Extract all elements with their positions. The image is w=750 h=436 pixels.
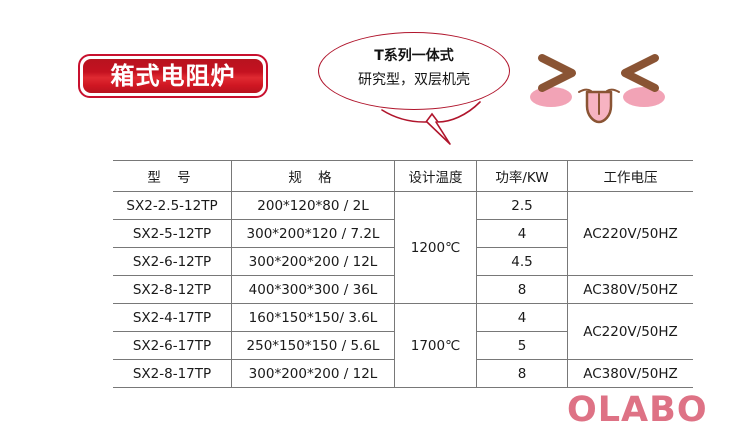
section-title-badge-fill: 箱式电阻炉 <box>83 59 263 93</box>
cell-spec: 400*300*300 / 36L <box>231 275 395 304</box>
cell-power: 4 <box>476 219 568 248</box>
table-header-voltage: 工作电压 <box>567 160 693 192</box>
cell-spec: 200*120*80 / 2L <box>231 191 395 220</box>
speech-bubble-text: T系列一体式 研究型，双层机壳 <box>318 46 510 91</box>
specification-table: 型 号 规 格 设计温度 功率/KW 工作电压 SX2-2.5-12TP 200… <box>113 160 693 388</box>
whisker-right-icon <box>606 88 620 93</box>
cell-power: 2.5 <box>476 191 568 220</box>
table-header-spec: 规 格 <box>231 160 395 192</box>
table-header-row: 型 号 规 格 设计温度 功率/KW 工作电压 <box>113 160 693 192</box>
whisker-left-icon <box>578 88 592 93</box>
table-row: SX2-5-12TP 300*200*120 / 7.2L 4 <box>113 219 693 248</box>
cell-model: SX2-6-12TP <box>113 247 232 276</box>
speech-bubble-line-1: T系列一体式 <box>374 48 454 64</box>
speech-bubble-line-2: 研究型，双层机壳 <box>358 72 470 88</box>
cartoon-face-icon <box>530 54 665 124</box>
cell-spec: 160*150*150/ 3.6L <box>231 303 395 332</box>
cell-temp-1700: 1700℃ <box>394 303 477 388</box>
blush-left-icon <box>530 87 572 107</box>
specification-table-container: 型 号 规 格 设计温度 功率/KW 工作电压 SX2-2.5-12TP 200… <box>113 160 693 388</box>
table-header-temp: 设计温度 <box>394 160 477 192</box>
cell-model: SX2-8-12TP <box>113 275 232 304</box>
table-header-power: 功率/KW <box>476 160 568 192</box>
section-title-badge: 箱式电阻炉 <box>78 54 268 98</box>
cell-model: SX2-2.5-12TP <box>113 191 232 220</box>
table-row: SX2-4-17TP 160*150*150/ 3.6L 1700℃ 4 AC2… <box>113 303 693 388</box>
cell-power: 8 <box>476 275 568 304</box>
cell-model: SX2-8-17TP <box>113 359 232 388</box>
table-row: SX2-2.5-12TP 200*120*80 / 2L 1200℃ 2.5 A… <box>113 191 693 304</box>
blush-right-icon <box>623 87 665 107</box>
cell-power: 8 <box>476 359 568 388</box>
cell-spec: 300*200*200 / 12L <box>231 247 395 276</box>
section-title-text: 箱式电阻炉 <box>110 62 236 90</box>
brand-logo-olabo: OLABO <box>567 390 708 430</box>
eye-left-icon <box>538 54 576 92</box>
cell-power: 4 <box>476 303 568 332</box>
cell-model: SX2-5-12TP <box>113 219 232 248</box>
speech-bubble-oval <box>318 32 510 110</box>
cell-spec: 250*150*150 / 5.6L <box>231 331 395 360</box>
cell-voltage-380-a: AC380V/50HZ <box>567 275 693 304</box>
eye-right-icon <box>621 54 659 92</box>
cell-voltage-220-b: AC220V/50HZ <box>567 303 693 360</box>
cell-temp-1200: 1200℃ <box>394 191 477 304</box>
table-header-model: 型 号 <box>113 160 232 192</box>
cell-power: 4.5 <box>476 247 568 276</box>
cell-spec: 300*200*200 / 12L <box>231 359 395 388</box>
speech-bubble: T系列一体式 研究型，双层机壳 <box>318 32 510 145</box>
cell-spec: 300*200*120 / 7.2L <box>231 219 395 248</box>
speech-bubble-tail-icon <box>381 101 481 145</box>
cell-power: 5 <box>476 331 568 360</box>
cell-model: SX2-4-17TP <box>113 303 232 332</box>
cell-model: SX2-6-17TP <box>113 331 232 360</box>
cell-voltage-380-b: AC380V/50HZ <box>567 359 693 388</box>
cell-voltage-220-a: AC220V/50HZ <box>567 191 693 276</box>
table-row: SX2-8-17TP 300*200*200 / 12L 8 AC380V/50… <box>113 359 693 388</box>
